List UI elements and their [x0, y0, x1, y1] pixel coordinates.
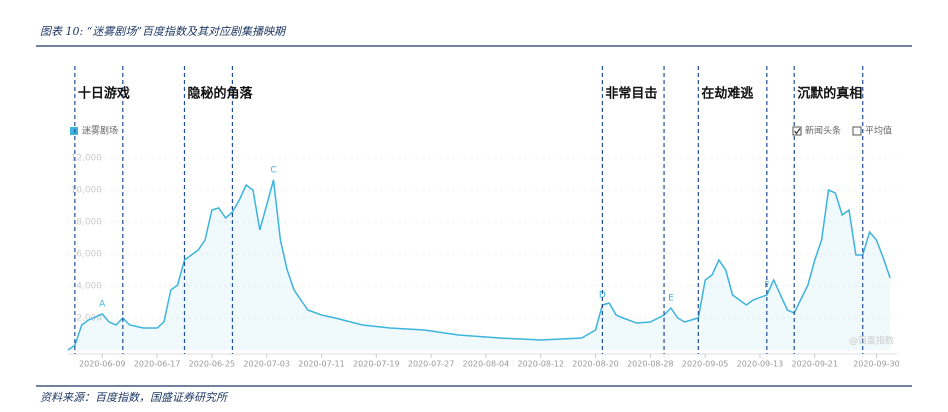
y-tick-label: 8,000 [76, 218, 102, 228]
check-mark [794, 128, 801, 135]
x-tick-label: 2020-07-11 [298, 360, 345, 369]
x-tick-label: 2020-08-20 [572, 360, 619, 369]
annotation: A [99, 300, 106, 310]
line [67, 179, 891, 351]
watermark: @百度指数 [849, 335, 894, 347]
annotation: C [270, 166, 276, 176]
legend-swatch [70, 127, 78, 135]
x-tick-label: 2020-08-28 [627, 360, 674, 369]
period-label: 非常目击 [605, 86, 657, 102]
y-tick-label: 4,000 [76, 282, 102, 292]
x-tick-label: 2020-09-21 [792, 360, 839, 369]
y-tick-label: 6,000 [76, 250, 102, 260]
y-tick-label: 2,000 [76, 314, 102, 324]
checkbox [792, 126, 802, 136]
x-tick-label: 2020-06-25 [189, 360, 236, 369]
x-tick-label: 2020-09-30 [853, 360, 900, 369]
chart: 2,000 4,000 6,000 8,000 10,000 12,000 2020-06-… [67, 66, 900, 369]
y-tick-label: 12,000 [71, 154, 103, 164]
x-tick-label: 2020-08-04 [463, 360, 510, 369]
period-label: 隐秘的角落 [187, 86, 253, 102]
x-tick-label: 2020-08-12 [517, 360, 564, 369]
area [68, 180, 891, 350]
x-tick-label: 2020-09-13 [737, 360, 784, 369]
source: 资料来源：百度指数，国盛证券研究所 [40, 391, 229, 404]
x-tick-label: 2020-06-09 [79, 360, 126, 369]
legend-option: 平均值 [865, 125, 892, 137]
period-label: 在劫难逃 [701, 86, 754, 102]
x-tick-label: 2020-07-19 [353, 360, 400, 369]
x-tick-label: 2020-09-05 [682, 360, 729, 369]
x-tick-label: 2020-07-03 [243, 360, 290, 369]
annotation: D [599, 291, 606, 301]
checkbox [852, 126, 862, 136]
period-label: 十日游戏 [78, 86, 130, 102]
legend-option: 新闻头条 [805, 125, 841, 137]
y-tick-label: 10,000 [71, 186, 103, 196]
period-label: 沉默的真相 [797, 86, 862, 102]
x-tick-label: 2020-07-27 [408, 360, 455, 369]
x-tick-label: 2020-06-17 [134, 360, 181, 369]
legend-label: 迷雾剧场 [82, 125, 118, 137]
annotation: E [668, 294, 674, 304]
caption: 图表 10: “迷雾剧场”百度指数及其对应剧集播映期 [40, 25, 287, 38]
